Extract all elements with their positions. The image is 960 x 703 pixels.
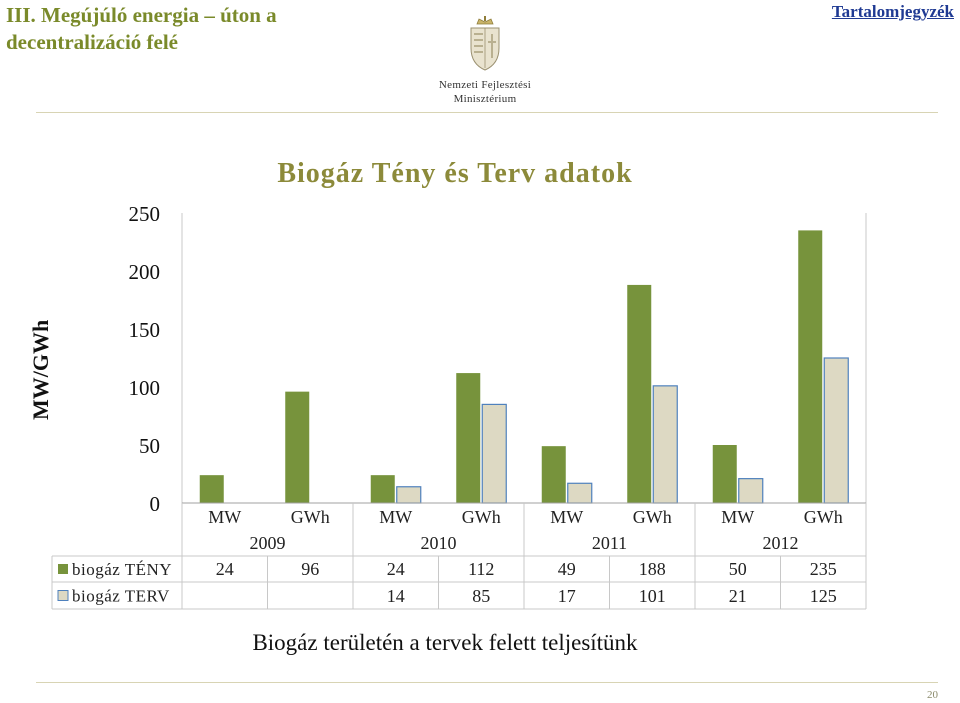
page-number: 20 xyxy=(927,689,938,701)
table-value-teny: 24 xyxy=(216,559,234,579)
chart-title: Biogáz Tény és Terv adatok xyxy=(277,158,633,189)
bar-terv xyxy=(652,385,678,504)
y-tick-label: 200 xyxy=(129,260,161,284)
x-category-label: MW xyxy=(721,507,754,527)
footer-divider xyxy=(36,682,938,683)
y-tick-label: 150 xyxy=(129,318,161,342)
bar-teny xyxy=(370,475,395,503)
bar-teny xyxy=(712,445,737,503)
table-value-terv: 21 xyxy=(729,586,747,606)
x-category-label: MW xyxy=(379,507,412,527)
table-value-terv: 101 xyxy=(639,586,666,606)
table-of-contents-link[interactable]: Tartalomjegyzék xyxy=(831,2,954,21)
bar-terv xyxy=(567,482,593,504)
ministry-name-line-1: Nemzeti Fejlesztési xyxy=(438,79,532,91)
x-year-label: 2010 xyxy=(421,533,457,553)
section-title-line-2: decentralizáció felé xyxy=(6,30,178,54)
header-divider xyxy=(36,112,938,113)
bar-terv xyxy=(823,357,849,504)
slide-caption: Biogáz területén a tervek felett teljesí… xyxy=(252,630,638,655)
legend-swatch-teny xyxy=(58,564,68,574)
slide-section-title: III. Megújúló energia – úton a decentral… xyxy=(6,2,277,56)
x-category-label: MW xyxy=(550,507,583,527)
table-value-teny: 188 xyxy=(639,559,666,579)
table-value-terv: 14 xyxy=(387,586,405,606)
bar-terv xyxy=(481,403,507,504)
table-value-terv: 85 xyxy=(472,586,490,606)
coat-of-arms-icon xyxy=(470,16,500,71)
x-category-label: GWh xyxy=(804,507,843,527)
bar-teny xyxy=(456,373,481,503)
ministry-name-line-2: Minisztérium xyxy=(453,93,517,105)
bar-teny xyxy=(541,446,566,503)
table-value-teny: 112 xyxy=(468,559,494,579)
table-value-teny: 50 xyxy=(729,559,747,579)
table-value-terv: 17 xyxy=(558,586,576,606)
table-value-teny: 235 xyxy=(810,559,837,579)
bar-teny xyxy=(199,475,224,503)
table-value-teny: 24 xyxy=(387,559,405,579)
x-category-label: GWh xyxy=(291,507,330,527)
legend-label-terv: biogáz TERV xyxy=(72,587,170,606)
y-tick-label: 250 xyxy=(129,202,161,226)
table-value-terv: 125 xyxy=(810,586,837,606)
x-category-label: GWh xyxy=(633,507,672,527)
y-tick-label: 0 xyxy=(150,492,161,516)
section-title-line-1: III. Megújúló energia – úton a xyxy=(6,3,277,27)
legend-label-teny: biogáz TÉNY xyxy=(72,560,172,579)
bar-teny xyxy=(285,391,310,503)
y-tick-label: 50 xyxy=(139,434,160,458)
bar-terv xyxy=(396,486,422,504)
x-category-label: MW xyxy=(208,507,241,527)
bar-teny xyxy=(627,284,652,503)
table-value-teny: 96 xyxy=(301,559,319,579)
ministry-logo: Nemzeti Fejlesztési Minisztérium xyxy=(420,16,550,106)
table-value-teny: 49 xyxy=(558,559,576,579)
y-tick-label: 100 xyxy=(129,376,161,400)
x-category-label: GWh xyxy=(462,507,501,527)
x-year-label: 2009 xyxy=(250,533,286,553)
x-year-label: 2011 xyxy=(592,533,627,553)
bar-terv xyxy=(738,478,764,504)
x-year-label: 2012 xyxy=(763,533,799,553)
bar-teny xyxy=(798,230,823,503)
legend-swatch-terv xyxy=(57,590,69,601)
